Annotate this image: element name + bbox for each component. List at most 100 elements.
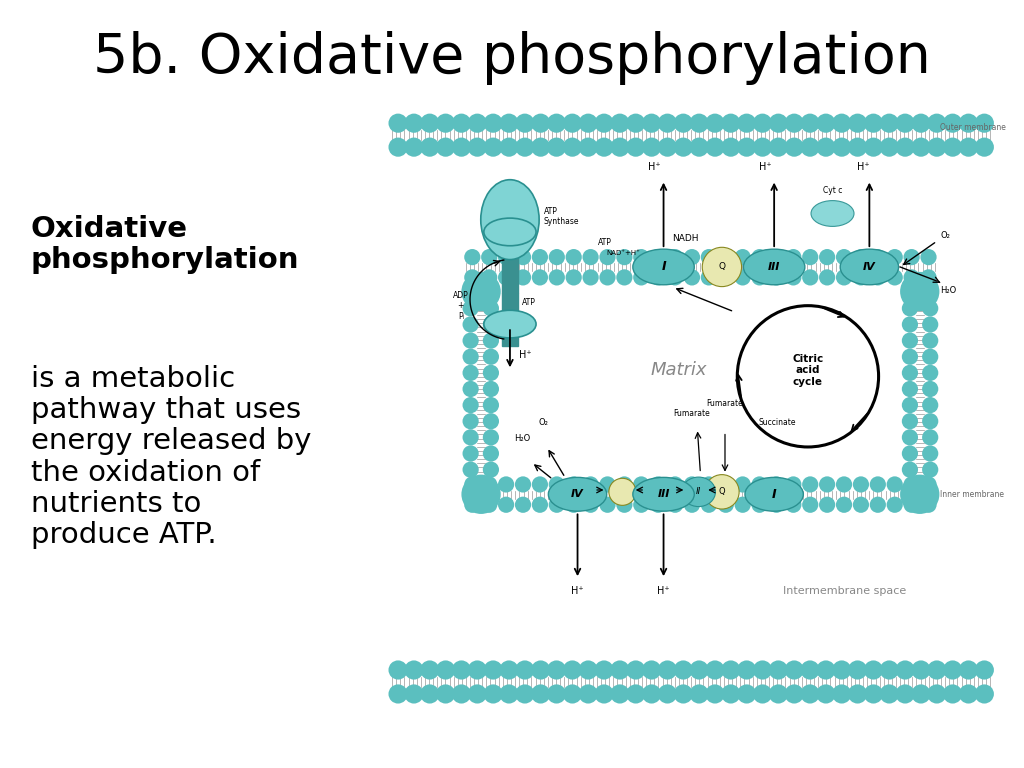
Circle shape <box>848 660 867 680</box>
Circle shape <box>927 137 946 157</box>
Circle shape <box>463 429 479 445</box>
Circle shape <box>768 476 784 492</box>
Circle shape <box>768 249 784 265</box>
Circle shape <box>922 381 938 397</box>
Circle shape <box>869 497 886 513</box>
Circle shape <box>626 660 645 680</box>
Circle shape <box>753 137 772 157</box>
Circle shape <box>650 249 667 265</box>
Circle shape <box>674 684 693 703</box>
Text: Inner membrane: Inner membrane <box>940 490 1004 498</box>
Text: Citric
acid
cycle: Citric acid cycle <box>793 353 823 387</box>
Text: Matrix: Matrix <box>650 361 708 379</box>
Circle shape <box>848 137 867 157</box>
Circle shape <box>657 684 677 703</box>
Circle shape <box>498 476 514 492</box>
Circle shape <box>768 270 784 286</box>
Circle shape <box>833 114 851 133</box>
Circle shape <box>785 249 802 265</box>
Circle shape <box>958 114 978 133</box>
Circle shape <box>816 660 836 680</box>
Circle shape <box>769 660 787 680</box>
Ellipse shape <box>483 310 537 338</box>
Circle shape <box>880 684 899 703</box>
Circle shape <box>816 684 836 703</box>
Circle shape <box>816 114 836 133</box>
Circle shape <box>922 300 938 316</box>
Circle shape <box>482 397 499 413</box>
Circle shape <box>583 476 599 492</box>
Circle shape <box>769 114 787 133</box>
Text: Oxidative
phosphorylation: Oxidative phosphorylation <box>31 215 299 274</box>
Circle shape <box>482 349 499 365</box>
Circle shape <box>563 137 582 157</box>
Circle shape <box>921 270 937 286</box>
Circle shape <box>531 684 550 703</box>
Circle shape <box>752 476 768 492</box>
Circle shape <box>922 429 938 445</box>
Circle shape <box>420 137 439 157</box>
Text: is a metabolic
pathway that uses
energy released by
the oxidation of
nutrients t: is a metabolic pathway that uses energy … <box>31 365 311 549</box>
Circle shape <box>531 270 548 286</box>
Text: ATP: ATP <box>598 238 612 247</box>
Circle shape <box>633 270 649 286</box>
Circle shape <box>674 114 693 133</box>
Circle shape <box>902 284 919 300</box>
Circle shape <box>737 114 757 133</box>
Circle shape <box>515 684 535 703</box>
Ellipse shape <box>743 249 805 285</box>
Circle shape <box>515 476 531 492</box>
Circle shape <box>579 114 598 133</box>
Text: Cyt c: Cyt c <box>823 186 842 194</box>
Circle shape <box>836 497 852 513</box>
Circle shape <box>483 660 503 680</box>
Text: Q: Q <box>719 488 725 496</box>
Circle shape <box>784 684 804 703</box>
Circle shape <box>864 660 883 680</box>
Circle shape <box>436 137 456 157</box>
Circle shape <box>911 684 931 703</box>
Circle shape <box>464 270 480 286</box>
Circle shape <box>975 660 994 680</box>
Circle shape <box>436 660 456 680</box>
Circle shape <box>657 660 677 680</box>
Circle shape <box>887 270 903 286</box>
Circle shape <box>626 114 645 133</box>
Circle shape <box>706 137 725 157</box>
Circle shape <box>531 114 550 133</box>
Circle shape <box>848 684 867 703</box>
Circle shape <box>896 684 914 703</box>
Circle shape <box>481 497 498 513</box>
Circle shape <box>452 114 471 133</box>
Circle shape <box>706 114 725 133</box>
Circle shape <box>626 684 645 703</box>
Circle shape <box>500 660 518 680</box>
Circle shape <box>563 660 582 680</box>
Ellipse shape <box>549 478 606 511</box>
Circle shape <box>887 497 903 513</box>
Circle shape <box>802 497 818 513</box>
Circle shape <box>737 684 757 703</box>
Circle shape <box>975 684 994 703</box>
Circle shape <box>927 660 946 680</box>
Circle shape <box>531 497 548 513</box>
Text: H₂O: H₂O <box>940 286 956 296</box>
Circle shape <box>420 684 439 703</box>
Bar <box>502 217 518 293</box>
Circle shape <box>887 249 903 265</box>
Circle shape <box>463 349 479 365</box>
Circle shape <box>420 660 439 680</box>
Circle shape <box>498 249 514 265</box>
Circle shape <box>975 137 994 157</box>
Circle shape <box>900 475 939 514</box>
Circle shape <box>718 497 734 513</box>
Circle shape <box>642 660 662 680</box>
Circle shape <box>958 684 978 703</box>
Circle shape <box>706 684 725 703</box>
Circle shape <box>958 660 978 680</box>
Circle shape <box>610 137 630 157</box>
Circle shape <box>500 684 518 703</box>
Circle shape <box>902 413 919 429</box>
Circle shape <box>785 497 802 513</box>
Circle shape <box>674 137 693 157</box>
